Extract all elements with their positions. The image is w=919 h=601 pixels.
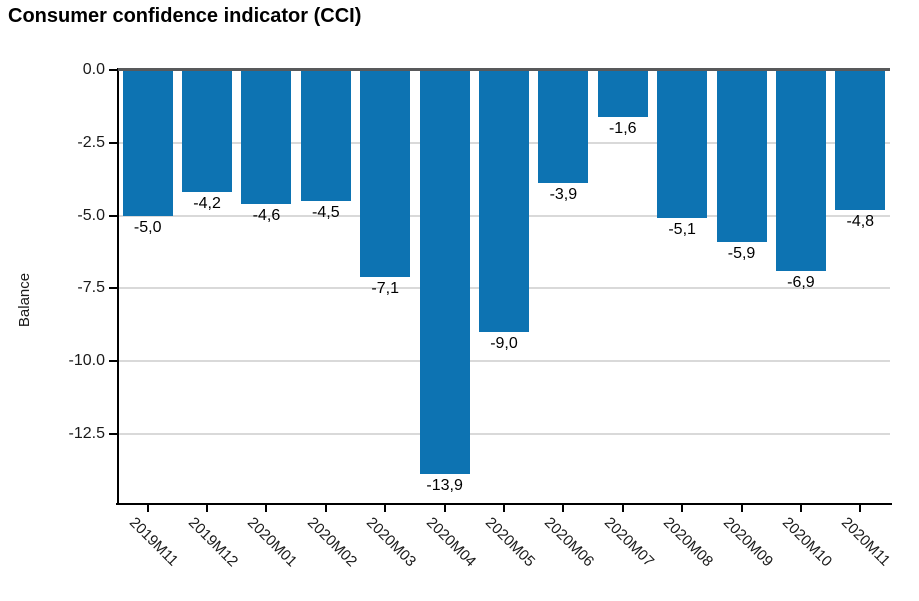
y-tick-label: -7.5 xyxy=(77,279,105,297)
bar-value-label: -5,0 xyxy=(133,218,162,236)
x-axis-label: 2019M11 xyxy=(125,514,182,570)
bar-2020M11 xyxy=(835,70,886,210)
bar-value-label: -4,5 xyxy=(312,203,340,221)
bar-2020M08 xyxy=(657,70,708,219)
x-axis-label: 2020M01 xyxy=(244,514,301,571)
y-tick-mark xyxy=(109,287,118,290)
bar-value-label: -4,6 xyxy=(252,206,281,224)
zero-baseline xyxy=(118,68,890,71)
y-tick-mark xyxy=(109,69,118,71)
y-tick-mark xyxy=(109,214,118,217)
x-tick-mark xyxy=(799,505,802,512)
bar-value-label: -4,8 xyxy=(846,212,875,230)
x-axis-label: 2019M12 xyxy=(185,514,242,571)
bar-2020M09 xyxy=(716,70,767,242)
y-tick-label: 0.0 xyxy=(82,61,105,78)
bar-value-label: -9,0 xyxy=(490,334,518,352)
x-tick-mark xyxy=(265,505,268,512)
y-tick-label: -12.5 xyxy=(68,424,105,442)
bar-value-label: -5,9 xyxy=(727,244,756,262)
bar-2020M06 xyxy=(538,70,589,184)
x-axis-line xyxy=(116,503,892,505)
x-tick-mark xyxy=(859,505,862,512)
bar-2019M12 xyxy=(182,70,233,193)
y-tick-label: -5.0 xyxy=(77,206,105,224)
x-tick-mark xyxy=(562,505,565,512)
x-tick-mark xyxy=(621,505,624,512)
bar-value-label: -4,2 xyxy=(193,195,221,213)
bar-2020M10 xyxy=(775,70,826,271)
y-tick-label: -2.5 xyxy=(77,133,105,151)
x-tick-mark xyxy=(146,505,149,512)
bar-value-label: -5,1 xyxy=(668,221,696,239)
x-axis-label: 2020M06 xyxy=(541,514,598,571)
x-tick-mark xyxy=(740,505,743,512)
x-axis-label: 2020M09 xyxy=(719,514,776,571)
gridline xyxy=(118,432,890,435)
y-tick-mark xyxy=(109,141,118,144)
bar-2020M04 xyxy=(419,70,470,475)
x-tick-mark xyxy=(206,505,209,512)
x-axis-label: 2020M11 xyxy=(838,514,894,570)
x-tick-mark xyxy=(681,505,684,512)
bar-value-label: -13,9 xyxy=(426,477,463,495)
gridline xyxy=(118,360,890,362)
y-axis-title: Balance xyxy=(16,272,33,328)
bar-value-label: -3,9 xyxy=(549,186,578,204)
x-axis-label: 2020M04 xyxy=(422,514,479,571)
x-axis-label: 2020M03 xyxy=(363,514,420,571)
bar-2020M07 xyxy=(597,70,648,117)
y-tick-label: -10.0 xyxy=(68,352,105,369)
x-axis-label: 2020M02 xyxy=(303,514,361,571)
x-axis-label: 2020M10 xyxy=(778,514,836,571)
bar-value-label: -7,1 xyxy=(371,279,399,297)
x-axis-label: 2020M05 xyxy=(481,514,539,571)
x-tick-mark xyxy=(443,505,446,512)
y-tick-mark xyxy=(109,432,118,435)
chart-title: Consumer confidence indicator (CCI) xyxy=(8,5,362,27)
x-tick-mark xyxy=(384,505,387,512)
x-tick-mark xyxy=(503,505,505,512)
bar-2020M05 xyxy=(479,70,529,332)
x-tick-mark xyxy=(324,505,327,512)
bar-2020M02 xyxy=(300,70,351,201)
bar-2019M11 xyxy=(122,70,173,216)
x-axis-label: 2020M07 xyxy=(600,514,658,571)
bar-2020M03 xyxy=(360,70,411,277)
y-axis-line xyxy=(117,68,119,505)
bar-value-label: -6,9 xyxy=(787,273,815,291)
bar-2020M01 xyxy=(241,70,292,204)
bar-value-label: -1,6 xyxy=(608,119,637,137)
x-axis-label: 2020M08 xyxy=(660,514,717,571)
y-tick-mark xyxy=(109,360,118,362)
